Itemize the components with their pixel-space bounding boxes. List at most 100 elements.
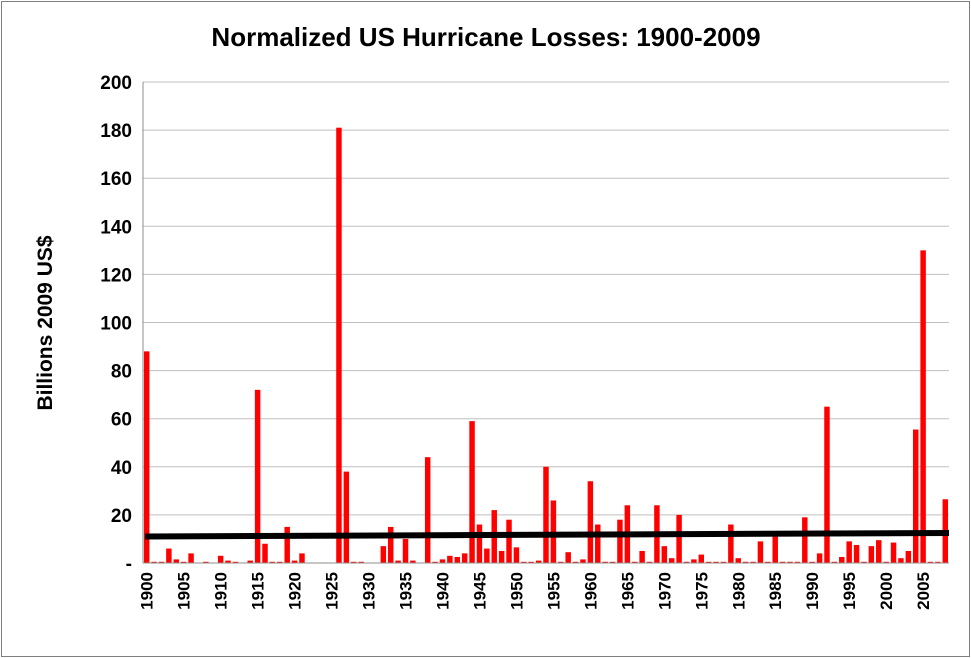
- bar: [262, 543, 268, 563]
- bar: [920, 250, 926, 563]
- bar: [395, 560, 401, 563]
- bar: [839, 556, 845, 563]
- bar: [572, 561, 579, 563]
- x-tick-label: 1925: [323, 572, 342, 610]
- bar: [336, 127, 342, 563]
- bar: [432, 561, 438, 563]
- bar: [565, 552, 571, 563]
- y-axis-label: Billions 2009 US$: [34, 235, 57, 410]
- bar: [513, 547, 520, 563]
- bar: [683, 561, 690, 563]
- y-tick-label: 120: [100, 265, 132, 286]
- bar: [269, 561, 276, 563]
- x-tick-label: 1950: [507, 572, 526, 610]
- bar: [439, 559, 446, 563]
- y-tick-label: 140: [100, 217, 132, 238]
- chart-title: Normalized US Hurricane Losses: 1900-200…: [211, 22, 760, 52]
- bar: [469, 421, 475, 563]
- bar: [351, 561, 357, 563]
- bar: [617, 519, 623, 563]
- x-tick-label: 1905: [175, 572, 194, 610]
- y-tick-label: 160: [100, 169, 132, 190]
- bar: [779, 561, 786, 563]
- bar: [661, 546, 668, 563]
- bar: [720, 561, 727, 563]
- bar: [816, 553, 823, 563]
- bar: [750, 561, 756, 563]
- bar: [595, 524, 601, 563]
- bar: [883, 561, 889, 563]
- bar: [173, 559, 180, 563]
- bar: [831, 561, 838, 563]
- bar: [668, 558, 675, 563]
- x-tick-label: 1975: [692, 572, 711, 610]
- bar: [143, 351, 150, 563]
- bar: [166, 548, 172, 563]
- bar: [358, 561, 364, 563]
- bar: [927, 561, 934, 563]
- bar: [809, 561, 815, 563]
- bar: [558, 561, 564, 563]
- bar: [632, 561, 638, 563]
- bar: [787, 561, 793, 563]
- x-tick-label: 1900: [138, 572, 157, 610]
- bar: [158, 561, 165, 563]
- x-tick-label: 1965: [618, 572, 637, 610]
- bar: [299, 553, 305, 563]
- bar: [853, 544, 860, 563]
- y-tick-label: 200: [100, 73, 132, 94]
- bar: [476, 524, 483, 563]
- bars: [143, 127, 949, 563]
- x-tick-label: 1980: [729, 572, 748, 610]
- bar: [580, 559, 586, 563]
- bar: [691, 559, 697, 563]
- x-tick-label: 1910: [212, 572, 231, 610]
- bar: [868, 546, 875, 563]
- x-tick-label: 1990: [803, 572, 822, 610]
- x-tick-labels: 1900 1905 1910 1915 1920 1925 1930 1935 1940 1945…: [138, 572, 933, 610]
- y-tick-label: 40: [111, 458, 132, 479]
- bar: [454, 556, 460, 563]
- x-tick-label: 2005: [914, 572, 933, 610]
- y-tick-label: 20: [111, 506, 132, 527]
- x-tick-label: 1920: [286, 572, 305, 610]
- x-tick-label: 1940: [434, 572, 453, 610]
- bar: [521, 561, 527, 563]
- y-tick-label: 60: [111, 410, 132, 431]
- bar: [277, 561, 283, 563]
- bar: [203, 561, 209, 563]
- bar: [284, 526, 290, 563]
- bar: [698, 554, 705, 563]
- x-tick-label: 1995: [840, 572, 859, 610]
- bar: [424, 457, 431, 563]
- x-tick-label: 1955: [544, 572, 563, 610]
- bar: [461, 553, 468, 563]
- bar: [188, 553, 194, 563]
- bar: [402, 538, 409, 563]
- gridlines: [143, 81, 949, 516]
- bar: [705, 561, 712, 563]
- x-tick-label: 1970: [655, 572, 674, 610]
- x-tick-label: 1935: [397, 572, 416, 610]
- bar: [861, 561, 867, 563]
- x-tick-label: 1960: [581, 572, 600, 610]
- y-tick-label: 100: [100, 314, 132, 335]
- bar: [587, 481, 594, 563]
- bar: [898, 558, 904, 563]
- y-tick-label: 180: [100, 121, 132, 142]
- bar: [735, 558, 741, 563]
- bar: [232, 561, 239, 563]
- bar: [890, 542, 897, 563]
- bar: [151, 561, 157, 563]
- bar: [912, 429, 919, 563]
- trend-line: [144, 529, 950, 540]
- bar: [380, 546, 387, 563]
- bar: [602, 561, 608, 563]
- bar: [410, 560, 416, 563]
- bar: [935, 561, 941, 563]
- bar: [343, 471, 350, 563]
- bar: [291, 560, 298, 563]
- bar: [794, 561, 801, 563]
